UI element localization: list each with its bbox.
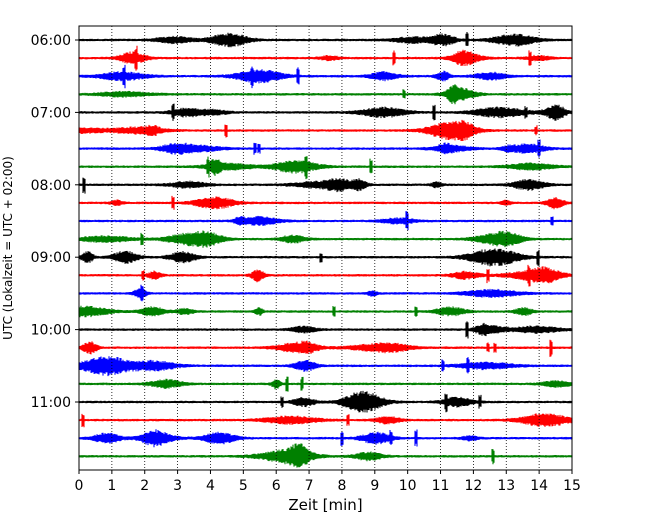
x-tick-label-0: 0 bbox=[75, 478, 84, 494]
y-tick-label-0600: 06:00 bbox=[31, 33, 71, 49]
trace-1130 bbox=[78, 429, 573, 448]
trace-0645 bbox=[78, 84, 573, 105]
trace-1015 bbox=[78, 339, 573, 357]
y-tick-label-0700: 07:00 bbox=[31, 105, 71, 121]
x-tick-label-15: 15 bbox=[563, 478, 581, 494]
x-tick-label-3: 3 bbox=[173, 478, 182, 494]
trace-0700 bbox=[78, 103, 573, 121]
x-axis: 0 1 2 3 4 5 6 7 8 9 10 11 12 13 14 15 bbox=[75, 470, 581, 494]
x-tick-label-13: 13 bbox=[497, 478, 515, 494]
x-tick-label-4: 4 bbox=[206, 478, 215, 494]
trace-0830 bbox=[78, 211, 573, 231]
y-tick-label-1100: 11:00 bbox=[31, 395, 71, 411]
x-tick-label-11: 11 bbox=[432, 478, 450, 494]
grid-lines bbox=[111, 26, 540, 470]
trace-0845 bbox=[78, 230, 573, 248]
trace-0600 bbox=[78, 31, 573, 48]
x-tick-label-2: 2 bbox=[140, 478, 149, 494]
trace-0745 bbox=[78, 156, 573, 180]
trace-1115 bbox=[78, 413, 573, 428]
trace-0815 bbox=[78, 195, 573, 210]
trace-0715 bbox=[78, 119, 573, 142]
trace-0915 bbox=[78, 264, 573, 287]
trace-1145 bbox=[78, 443, 573, 468]
trace-0930 bbox=[78, 284, 573, 302]
trace-0945 bbox=[78, 305, 573, 318]
trace-0630 bbox=[78, 64, 573, 89]
y-tick-label-1000: 10:00 bbox=[31, 323, 71, 339]
trace-1100 bbox=[78, 390, 573, 413]
x-axis-label: Zeit [min] bbox=[288, 496, 362, 514]
trace-1030 bbox=[78, 356, 573, 377]
trace-1000 bbox=[78, 321, 573, 339]
trace-0900 bbox=[78, 248, 573, 267]
trace-group bbox=[78, 31, 573, 468]
trace-0730 bbox=[78, 139, 573, 158]
x-tick-label-5: 5 bbox=[239, 478, 248, 494]
y-axis: 06:00 07:00 08:00 09:00 10:00 11:00 bbox=[31, 33, 79, 411]
y-tick-label-0900: 09:00 bbox=[31, 250, 71, 266]
trace-0800 bbox=[78, 177, 573, 194]
x-tick-label-9: 9 bbox=[370, 478, 379, 494]
x-tick-label-6: 6 bbox=[272, 478, 281, 494]
x-tick-label-12: 12 bbox=[464, 478, 482, 494]
x-tick-label-7: 7 bbox=[305, 478, 314, 494]
x-tick-label-8: 8 bbox=[337, 478, 346, 494]
x-tick-label-14: 14 bbox=[530, 478, 548, 494]
x-tick-label-10: 10 bbox=[399, 478, 417, 494]
trace-0615 bbox=[78, 45, 573, 71]
plot-frame bbox=[78, 25, 573, 471]
x-tick-label-1: 1 bbox=[107, 478, 116, 494]
y-tick-label-0800: 08:00 bbox=[31, 178, 71, 194]
trace-1045 bbox=[78, 376, 573, 392]
y-axis-label: UTC (Lokalzeit = UTC + 02:00) bbox=[1, 156, 15, 340]
